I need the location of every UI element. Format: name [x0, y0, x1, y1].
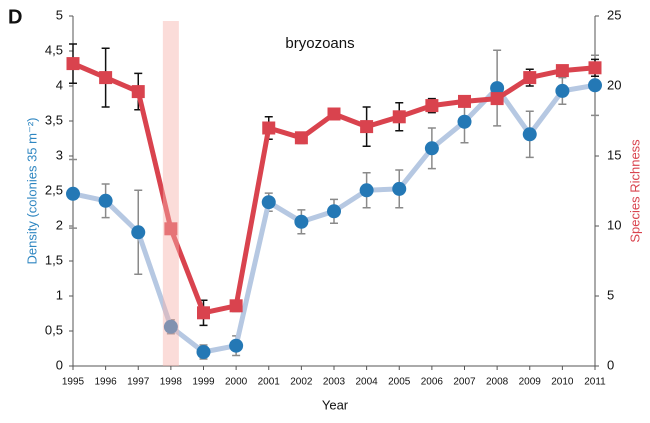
y-tick-label: 3,5 [45, 112, 63, 127]
panel-label: D [8, 6, 22, 28]
marker [588, 61, 602, 75]
y-tick-label: 0,5 [45, 322, 63, 337]
marker [555, 64, 569, 78]
marker [196, 345, 211, 359]
marker [164, 222, 178, 236]
x-axis-label: Year [322, 397, 349, 412]
x-tick-label: 1995 [62, 377, 85, 388]
highlight-band [162, 21, 179, 366]
marker [294, 214, 309, 229]
x-tick-label: 2009 [519, 377, 542, 388]
marker [294, 131, 308, 145]
marker [98, 193, 113, 208]
marker [490, 81, 505, 96]
x-tick-label: 2007 [453, 377, 476, 388]
x-tick-label: 2000 [225, 377, 248, 388]
y-tick-label: 4,5 [45, 42, 63, 57]
x-tick-label: 2005 [388, 377, 411, 388]
marker [425, 99, 439, 113]
marker [229, 299, 243, 313]
x-tick-label: 1998 [160, 377, 183, 388]
marker [262, 121, 276, 135]
x-tick-label: 2008 [486, 377, 509, 388]
marker [359, 183, 374, 198]
x-tick-label: 2004 [356, 377, 379, 388]
marker [131, 225, 146, 240]
x-tick-label: 2006 [421, 377, 444, 388]
y2-tick-label: 20 [607, 77, 621, 92]
marker [131, 85, 145, 99]
marker [522, 127, 537, 142]
marker [261, 195, 276, 210]
marker [66, 186, 80, 201]
y2-axis-label: Species Richness [627, 139, 642, 243]
marker [99, 71, 113, 85]
y-tick-label: 5 [56, 7, 63, 22]
marker [523, 71, 537, 85]
y2-tick-label: 0 [607, 357, 614, 372]
x-tick-label: 2002 [290, 377, 313, 388]
y-tick-label: 2 [56, 217, 63, 232]
y-tick-label: 1 [56, 287, 63, 302]
marker [197, 306, 210, 320]
marker [424, 141, 439, 156]
x-tick-label: 2001 [258, 377, 281, 388]
marker [66, 57, 80, 71]
marker [163, 319, 178, 334]
x-tick-label: 2011 [584, 377, 606, 388]
y-tick-label: 1,5 [45, 252, 63, 267]
y2-tick-label: 25 [607, 7, 621, 22]
x-tick-label: 2003 [323, 377, 346, 388]
marker [392, 181, 407, 196]
x-tick-label: 1997 [127, 377, 150, 388]
y-tick-label: 3 [56, 147, 63, 162]
marker [327, 204, 341, 219]
y2-tick-label: 10 [607, 217, 621, 232]
marker [229, 338, 244, 353]
marker [490, 92, 504, 106]
y2-tick-label: 15 [607, 147, 621, 162]
y2-tick-label: 5 [607, 287, 614, 302]
y-axis-label: Density (colonies 35 m⁻²) [24, 117, 39, 264]
y-tick-label: 4 [56, 77, 63, 92]
marker [327, 107, 341, 121]
annotation: bryozoans [285, 35, 354, 52]
marker [360, 120, 374, 134]
y-tick-label: 2,5 [45, 182, 63, 197]
marker [457, 114, 472, 129]
x-tick-label: 1999 [192, 377, 215, 388]
x-tick-label: 1996 [95, 377, 118, 388]
marker [392, 110, 406, 124]
x-tick-label: 2010 [551, 377, 574, 388]
marker [588, 78, 602, 93]
marker [458, 94, 471, 108]
y-tick-label: 0 [56, 357, 63, 372]
marker [555, 83, 570, 98]
